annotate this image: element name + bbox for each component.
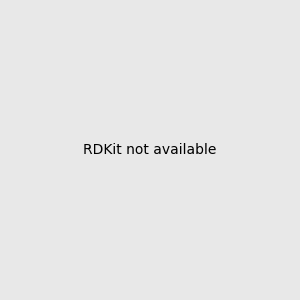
Text: RDKit not available: RDKit not available	[83, 143, 217, 157]
